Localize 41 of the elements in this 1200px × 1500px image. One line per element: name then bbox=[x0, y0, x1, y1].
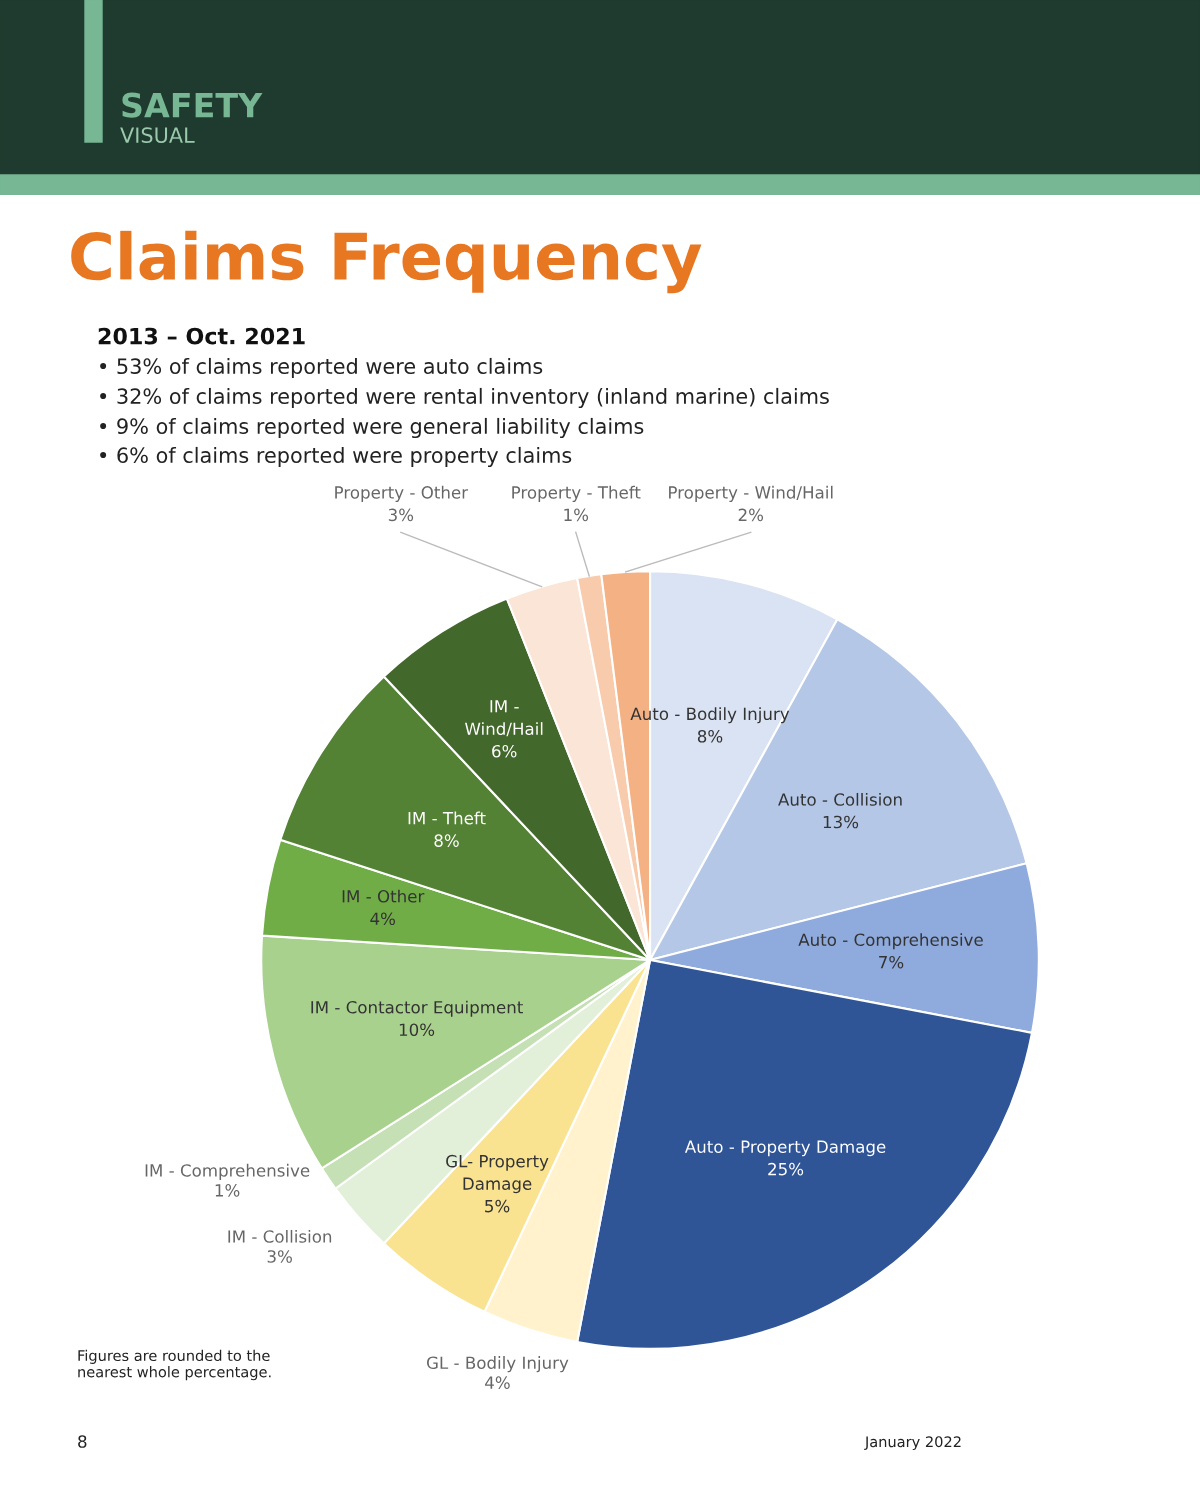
text: • 53% of claims reported were auto claims bbox=[100, 357, 543, 379]
slice-label: IM - Collision bbox=[228, 1229, 332, 1243]
data-label: 10% bbox=[399, 1023, 435, 1037]
data-label: 6% bbox=[492, 744, 517, 758]
text: • 9% of claims reported were general liability claims bbox=[100, 417, 644, 439]
data-label: 8% bbox=[434, 834, 459, 847]
data-label: 25% bbox=[768, 1162, 804, 1176]
slice-label: Auto - Bodily Injury bbox=[630, 707, 790, 724]
data-label: 8% bbox=[697, 729, 723, 743]
slice-label: Property - Theft bbox=[512, 485, 641, 502]
slice-label: GL- Property Damage bbox=[446, 1154, 549, 1194]
slice-label: Auto - Property Damage bbox=[684, 1140, 886, 1157]
slice-label: Auto - Collision bbox=[778, 792, 902, 806]
data-label: 7% bbox=[879, 955, 904, 969]
text: • 32% of claims reported were rental inventory (inland marine) claims bbox=[100, 387, 829, 409]
data-label: 4% bbox=[370, 912, 395, 926]
slice-label: IM - Comprehensive bbox=[145, 1163, 310, 1180]
data-label: 4% bbox=[485, 1376, 510, 1389]
slice-label: IM - Wind/Hail bbox=[465, 700, 543, 737]
chart-subtitle: 2013 – Oct. 2021 bbox=[98, 327, 305, 345]
slice-label: Property - Other bbox=[335, 485, 469, 502]
text: January 2022 bbox=[864, 1436, 961, 1451]
text: SAFETY bbox=[122, 92, 263, 118]
slice-label: GL - Bodily Injury bbox=[426, 1356, 569, 1373]
text: Figures are rounded to the nearest whole percentage. bbox=[78, 1349, 271, 1381]
slice-label: IM - Other bbox=[342, 889, 425, 903]
chart-title: Claims Frequency bbox=[71, 230, 702, 294]
text: VISUAL bbox=[120, 127, 195, 144]
data-label: 1% bbox=[564, 508, 589, 522]
text: • 6% of claims reported were property claims bbox=[100, 446, 572, 468]
slice-label: Auto - Comprehensive bbox=[798, 933, 983, 950]
slice-label: IM - Contactor Equipment bbox=[311, 1000, 523, 1017]
data-label: 5% bbox=[485, 1199, 510, 1213]
slice-label: IM - Theft bbox=[408, 811, 486, 825]
data-label: 13% bbox=[823, 815, 859, 829]
text: 8 bbox=[78, 1435, 87, 1448]
data-label: 3% bbox=[267, 1250, 292, 1263]
data-label: 1% bbox=[215, 1184, 240, 1197]
data-label: 2% bbox=[738, 508, 764, 522]
data-label: 3% bbox=[388, 508, 414, 522]
slice-label: Property - Wind/Hail bbox=[669, 485, 833, 502]
